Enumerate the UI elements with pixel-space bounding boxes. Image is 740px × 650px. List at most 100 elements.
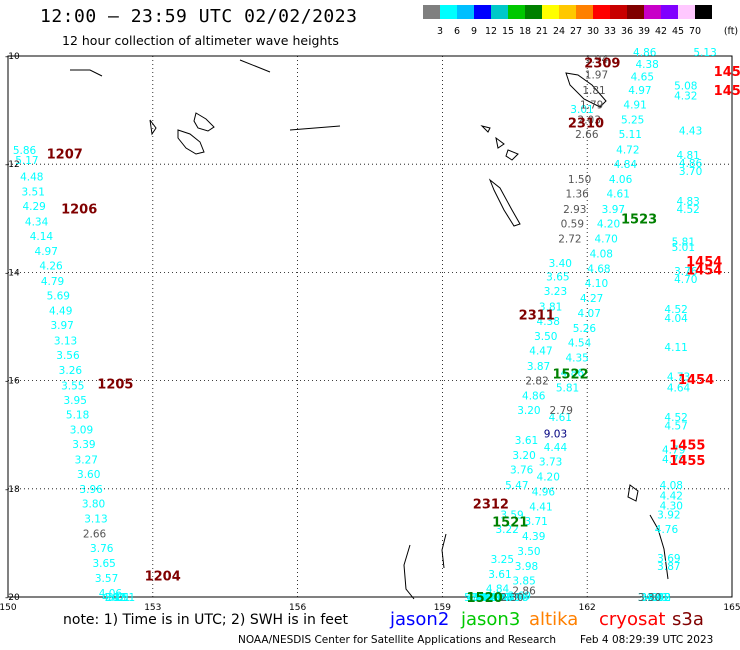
swh-value: 3.63 (640, 592, 663, 604)
pass-time-label: 1521 (492, 515, 528, 530)
coastline (495, 136, 505, 149)
swh-value: 3.70 (679, 166, 702, 178)
swh-value: 4.53 (481, 592, 504, 604)
pass-time-label: 1453 (714, 65, 740, 80)
swh-value: 4.86 (561, 367, 585, 379)
colorbar-swatch (678, 5, 695, 19)
swh-value: 3.80 (82, 499, 105, 511)
colorbar-swatch (491, 5, 508, 19)
lon-tick-label: 150 (0, 603, 17, 613)
swh-value: 4.73 (667, 372, 690, 384)
colorbar-tick: 24 (552, 26, 566, 37)
coastline (627, 484, 639, 502)
pass-time-label: 1455 (669, 454, 705, 469)
lon-tick-label: 159 (434, 603, 451, 613)
swh-value: 5.69 (47, 290, 70, 302)
swh-value: 3.39 (72, 439, 95, 451)
swh-value: 5.25 (621, 115, 644, 127)
lat-tick-label: -18 (5, 485, 20, 495)
credit-line: NOAA/NESDIS Center for Satellite Applica… (238, 634, 556, 646)
swh-value: 3.13 (54, 335, 77, 347)
swh-value: 3.11 (105, 592, 128, 604)
swh-value: 4.11 (664, 342, 687, 354)
swh-value: 4.76 (655, 524, 679, 536)
colorbar-swatch (559, 5, 576, 19)
swh-value: 4.44 (544, 442, 568, 454)
swh-value: 0.59 (561, 218, 584, 230)
swh-value: 4.08 (660, 480, 683, 492)
swh-value: 4.06 (99, 588, 123, 600)
coastline (239, 59, 271, 73)
swh-value: 4.61 (476, 592, 499, 604)
pass-time-label: 2310 (568, 117, 604, 132)
swh-value: 4.61 (549, 412, 572, 424)
coastline (70, 69, 103, 77)
swh-value: 9.03 (544, 428, 567, 440)
pass-time-label: 1523 (621, 212, 657, 227)
swh-value: 3.40 (549, 258, 572, 270)
colorbar-swatch (610, 5, 627, 19)
coastline (441, 533, 447, 569)
swh-value: 3.58 (640, 592, 663, 604)
swh-value: 3.25 (491, 554, 514, 566)
pass-time-label: 1455 (669, 438, 705, 453)
swh-value: 3.81 (539, 301, 562, 313)
swh-value: 3.65 (92, 558, 115, 570)
swh-value: 3.87 (469, 592, 492, 604)
colorbar-swatch (542, 5, 559, 19)
swh-value: 3.69 (508, 591, 531, 603)
swh-value: 4.47 (529, 346, 552, 358)
swh-value: 3.97 (602, 204, 625, 216)
lon-tick-label: 153 (144, 603, 161, 613)
colorbar-tick: 42 (654, 26, 668, 37)
coastline (289, 125, 341, 131)
swh-value: 5.01 (672, 242, 695, 254)
swh-value: 1.36 (565, 189, 589, 201)
swh-value: 4.42 (648, 592, 671, 604)
swh-value: 3.76 (510, 465, 534, 477)
swh-value: 3.60 (640, 592, 663, 604)
coastline (403, 544, 415, 600)
swh-value: 4.61 (607, 189, 630, 201)
swh-value: 4.97 (35, 246, 58, 258)
swh-value: 3.31 (493, 592, 516, 604)
swh-value: 4.01 (645, 592, 668, 604)
swh-value: 4.10 (585, 278, 608, 290)
swh-value: 3.01 (570, 104, 593, 116)
colorbar-swatch (457, 5, 474, 19)
map-title: 12:00 – 23:59 UTC 02/02/2023 (40, 6, 358, 27)
swh-value: 4.29 (22, 201, 45, 213)
swh-value: 4.35 (565, 353, 588, 365)
pass-time-label: 2311 (519, 309, 555, 324)
swh-value: 3.85 (512, 576, 535, 588)
swh-value: 4.72 (616, 144, 639, 156)
legend-s3a: s3a (672, 609, 704, 630)
footnote: note: 1) Time is in UTC; 2) SWH is in fe… (63, 612, 349, 628)
swh-value: 3.26 (59, 365, 83, 377)
swh-value: 4.07 (578, 308, 601, 320)
swh-value: 4.32 (648, 592, 671, 604)
swh-value: 4.34 (25, 216, 49, 228)
pass-time-label: 1206 (61, 203, 97, 218)
swh-value: 3.22 (495, 524, 518, 536)
swh-value: 4.57 (664, 420, 687, 432)
swh-value: 2.79 (550, 405, 573, 417)
swh-value: 4.86 (467, 592, 491, 604)
swh-value: 3.50 (534, 331, 557, 343)
legend-jason3: jason3 (461, 609, 521, 630)
pass-time-label: 1207 (47, 147, 83, 162)
swh-value: 4.79 (662, 445, 685, 457)
swh-value: 3.30 (638, 592, 661, 604)
swh-value: 3.92 (657, 510, 680, 522)
legend-cryosat: cryosat (599, 609, 666, 630)
swh-value: 5.18 (66, 409, 89, 421)
colorbar-tick: 12 (484, 26, 498, 37)
colorbar-tick: 9 (470, 26, 478, 37)
swh-value: 4.91 (623, 99, 646, 111)
swh-value: 4.81 (676, 150, 699, 162)
pass-time-label: 1454 (686, 264, 722, 279)
swh-value: 4.32 (674, 90, 697, 102)
swh-value: 3.84 (471, 592, 495, 604)
swh-value: 2.86 (512, 585, 536, 597)
